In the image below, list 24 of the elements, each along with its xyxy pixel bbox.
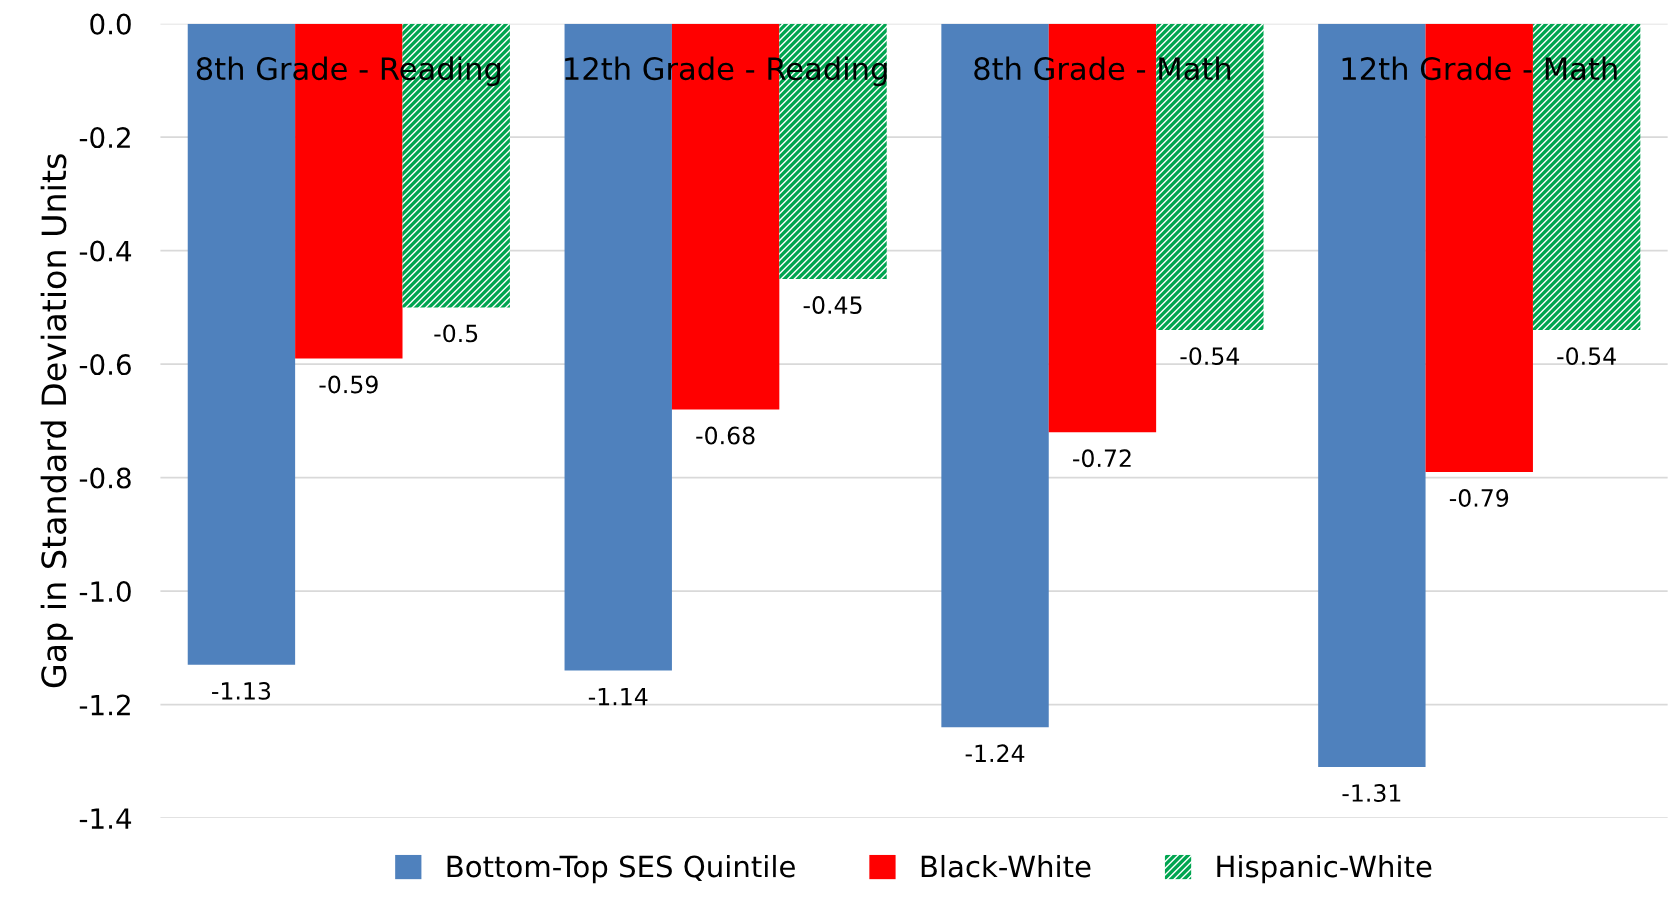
legend-label: Bottom-Top SES Quintile <box>447 854 795 884</box>
data-label: -0.5 <box>434 324 478 343</box>
data-label: -1.24 <box>965 744 1025 762</box>
data-label: -1.13 <box>212 681 271 700</box>
data-label: -0.79 <box>1449 489 1509 507</box>
y-tick-label: 0.0 <box>90 13 131 35</box>
data-label: -0.45 <box>803 296 862 314</box>
y-axis-title: Gap in Standard Deviation Units <box>40 154 73 688</box>
data-label: -1.14 <box>588 687 648 706</box>
data-label: -1.31 <box>1342 784 1401 802</box>
y-tick-label: -0.2 <box>79 127 130 149</box>
data-label: -0.72 <box>1073 449 1131 468</box>
y-tick-label: -1.2 <box>79 694 130 716</box>
data-label: -0.54 <box>1557 347 1616 366</box>
legend-label: Black-White <box>921 854 1091 878</box>
data-label: -0.68 <box>696 426 755 445</box>
data-label: -0.54 <box>1180 347 1240 366</box>
y-tick-label: -0.4 <box>79 240 132 262</box>
y-tick-label: -1.0 <box>79 581 131 603</box>
y-tick-label: -0.8 <box>79 467 131 489</box>
y-tick-label: -1.4 <box>79 808 132 829</box>
y-tick-label: -0.6 <box>79 354 131 376</box>
data-label: -0.59 <box>319 375 378 394</box>
legend-label: Hispanic-White <box>1217 854 1432 884</box>
